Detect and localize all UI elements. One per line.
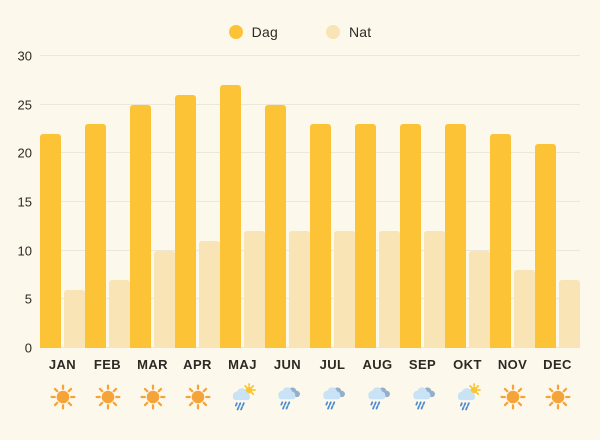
- gridline-30: [40, 55, 580, 56]
- chart-legend: Dag Nat: [0, 22, 600, 42]
- x-axis-label-okt: OKT: [453, 357, 482, 372]
- icon-cell-sep: [400, 383, 445, 411]
- month-weather-icons-row: [0, 372, 600, 411]
- bar-nat-sep: [424, 231, 445, 348]
- month-group-nov: [490, 56, 535, 348]
- bar-dag-dec: [535, 143, 556, 348]
- month-group-okt: [445, 56, 490, 348]
- gridline-25: [40, 103, 580, 105]
- x-axis-left-spacer: [0, 348, 40, 372]
- bar-dag-maj: [220, 85, 241, 348]
- bar-nat-nov: [514, 270, 535, 348]
- month-group-jun: [265, 56, 310, 348]
- sun-icon: [544, 384, 571, 410]
- icon-cell-mar: [130, 383, 175, 411]
- sun-behind-rain-cloud-icon: [457, 383, 481, 411]
- x-axis-label-sep: SEP: [408, 357, 437, 372]
- month-group-apr: [175, 56, 220, 348]
- rain-cloud-icon: [367, 387, 390, 410]
- month-group-maj: [220, 56, 265, 348]
- sun-icon: [139, 384, 166, 410]
- y-axis-tick-10: 10: [17, 243, 32, 259]
- rain-cloud-icon: [412, 387, 435, 410]
- bar-dag-sep: [400, 124, 421, 348]
- bar-chart: 0 5 10 15 20 25 30: [0, 50, 600, 355]
- bar-dag-okt: [445, 124, 466, 348]
- bar-groups: [40, 56, 580, 348]
- legend-label-nat: Nat: [348, 24, 372, 40]
- bar-nat-apr: [199, 240, 220, 348]
- sun-icon: [49, 384, 76, 410]
- month-group-mar: [130, 56, 175, 348]
- x-axis-label-maj: MAJ: [228, 357, 257, 372]
- y-axis-tick-15: 15: [17, 194, 32, 210]
- bar-nat-mar: [154, 250, 175, 348]
- dag-legend-dot-icon: [228, 25, 243, 39]
- month-group-aug: [355, 56, 400, 348]
- month-group-feb: [85, 56, 130, 348]
- y-axis-tick-5: 5: [24, 291, 32, 307]
- bar-dag-jan: [40, 133, 61, 348]
- x-axis-labels: JAN FEB MAR APR MAJ JUN JUL AUG SEP OKT NOV DEC: [40, 357, 580, 372]
- icon-cell-aug: [355, 383, 400, 411]
- y-axis-tick-30: 30: [17, 48, 32, 64]
- x-axis-label-feb: FEB: [93, 357, 122, 372]
- x-axis: JAN FEB MAR APR MAJ JUN JUL AUG SEP OKT NOV DEC: [0, 348, 600, 372]
- bar-nat-jan: [64, 289, 85, 348]
- bar-dag-aug: [355, 124, 376, 348]
- rain-cloud-icon: [277, 387, 300, 410]
- bar-dag-jun: [265, 104, 286, 348]
- bar-nat-jun: [289, 231, 310, 348]
- icon-cell-jan: [40, 383, 85, 411]
- icon-cell-apr: [175, 383, 220, 411]
- icon-cell-nov: [490, 383, 535, 411]
- icon-cell-okt: [445, 383, 490, 411]
- sun-icon: [184, 384, 211, 410]
- bar-nat-okt: [469, 250, 490, 348]
- x-axis-label-dec: DEC: [543, 357, 572, 372]
- bar-nat-dec: [559, 279, 580, 348]
- bar-nat-aug: [379, 231, 400, 348]
- icon-cell-feb: [85, 383, 130, 411]
- bar-nat-jul: [334, 231, 355, 348]
- icons-left-spacer: [0, 372, 40, 411]
- x-axis-label-mar: MAR: [137, 357, 168, 372]
- rain-cloud-icon: [322, 387, 345, 410]
- legend-label-dag: Dag: [251, 24, 278, 40]
- bar-dag-nov: [490, 133, 511, 348]
- icon-cell-dec: [535, 383, 580, 411]
- bar-dag-mar: [130, 104, 151, 348]
- bar-dag-feb: [85, 124, 106, 348]
- icon-cell-maj: [220, 383, 265, 411]
- month-group-jul: [310, 56, 355, 348]
- y-axis-tick-25: 25: [17, 97, 32, 113]
- month-group-dec: [535, 56, 580, 348]
- x-axis-label-jan: JAN: [48, 357, 77, 372]
- sun-behind-rain-cloud-icon: [232, 383, 256, 411]
- x-axis-label-apr: APR: [183, 357, 212, 372]
- bar-dag-jul: [310, 124, 331, 348]
- sun-icon: [499, 384, 526, 410]
- month-icons: [40, 383, 580, 411]
- x-axis-label-jul: JUL: [319, 357, 346, 372]
- x-axis-label-nov: NOV: [497, 357, 528, 372]
- bar-dag-apr: [175, 94, 196, 348]
- month-group-sep: [400, 56, 445, 348]
- nat-legend-dot-icon: [325, 25, 340, 39]
- y-axis-tick-20: 20: [17, 145, 32, 161]
- x-axis-label-aug: AUG: [362, 357, 393, 372]
- plot-area: [40, 55, 580, 348]
- y-axis: 0 5 10 15 20 25 30: [0, 50, 40, 355]
- sun-icon: [94, 384, 121, 410]
- legend-item-dag: Dag: [228, 24, 278, 40]
- legend-item-nat: Nat: [325, 24, 372, 40]
- y-axis-tick-0: 0: [24, 340, 32, 356]
- month-group-jan: [40, 56, 85, 348]
- x-axis-label-jun: JUN: [273, 357, 302, 372]
- icon-cell-jul: [310, 383, 355, 411]
- bar-nat-maj: [244, 231, 265, 348]
- icon-cell-jun: [265, 383, 310, 411]
- bar-nat-feb: [109, 279, 130, 348]
